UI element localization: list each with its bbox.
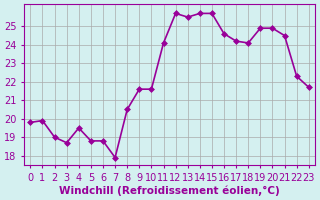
X-axis label: Windchill (Refroidissement éolien,°C): Windchill (Refroidissement éolien,°C) (59, 185, 280, 196)
